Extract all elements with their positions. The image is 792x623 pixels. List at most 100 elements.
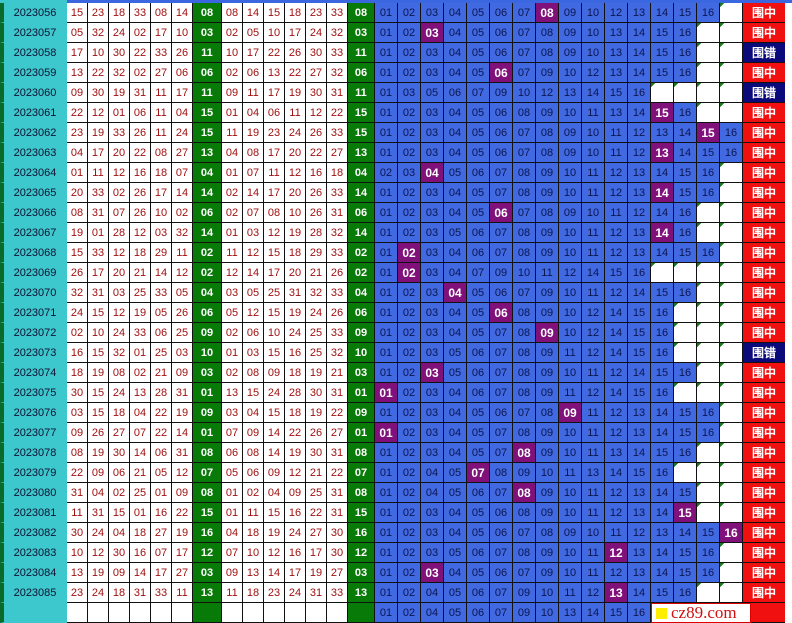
draw-number: 20: [109, 143, 130, 163]
draw-number: 06: [130, 103, 151, 123]
row-spacer: [785, 323, 792, 343]
pool-number: 05: [467, 3, 490, 23]
draw-number: 20: [109, 263, 130, 283]
pool-number: 10: [536, 463, 559, 483]
special-number: 04: [193, 283, 222, 303]
pool-number: 01: [375, 3, 398, 23]
row-spacer: [785, 363, 792, 383]
sorted-number: 33: [327, 323, 348, 343]
special-number: 08: [193, 443, 222, 463]
draw-number: 33: [88, 183, 109, 203]
row-spacer: [785, 83, 792, 103]
sorted-number: 15: [264, 343, 285, 363]
draw-number: 31: [172, 443, 193, 463]
pool-number: 13: [582, 463, 605, 483]
pool-number: 02: [398, 523, 421, 543]
pool-number: 12: [605, 483, 628, 503]
pool-empty-cell: [697, 483, 720, 503]
pool-number: 15: [674, 483, 697, 503]
draw-number: 24: [88, 583, 109, 603]
draw-number: 17: [172, 543, 193, 563]
pool-number: 09: [536, 483, 559, 503]
pool-number: 11: [582, 563, 605, 583]
draw-number: 15: [88, 303, 109, 323]
pool-number: 02: [375, 163, 398, 183]
pool-number: 06: [490, 23, 513, 43]
pool-number: 15: [628, 463, 651, 483]
special-number-repeat: 07: [348, 463, 375, 483]
pool-number: 15: [674, 3, 697, 23]
pool-number: 14: [605, 343, 628, 363]
pool-number: 03: [421, 43, 444, 63]
pool-number: 04: [444, 503, 467, 523]
pool-number: 01: [375, 203, 398, 223]
draw-number: 08: [67, 203, 88, 223]
pool-empty-cell: [674, 83, 697, 103]
pool-number: 12: [628, 203, 651, 223]
sorted-number: 33: [327, 43, 348, 63]
issue-number: 2023070: [0, 283, 67, 303]
pool-number: 04: [444, 243, 467, 263]
draw-number: 14: [172, 183, 193, 203]
pool-number: 15: [674, 423, 697, 443]
pool-number: 01: [375, 503, 398, 523]
row-spacer: [785, 483, 792, 503]
sorted-number: 27: [327, 423, 348, 443]
sorted-number: 22: [327, 103, 348, 123]
site-logo[interactable]: cz89.com: [651, 603, 751, 623]
draw-number: 22: [67, 103, 88, 123]
pool-number-hit: 15: [697, 123, 720, 143]
issue-number: 2023081: [0, 503, 67, 523]
pool-number: 02: [398, 143, 421, 163]
pool-number: 07: [467, 83, 490, 103]
draw-number: 30: [67, 523, 88, 543]
special-number-repeat: 06: [348, 303, 375, 323]
pool-number: 14: [651, 423, 674, 443]
result-badge: 围中: [743, 583, 785, 603]
pool-number: 15: [605, 83, 628, 103]
draw-number: 05: [67, 23, 88, 43]
sorted-number: 28: [306, 223, 327, 243]
pool-number: 02: [398, 223, 421, 243]
row-spacer: [785, 3, 792, 23]
pool-number: 01: [375, 143, 398, 163]
row-spacer: [785, 603, 792, 623]
draw-number: 16: [130, 163, 151, 183]
draw-number: 33: [130, 3, 151, 23]
result-badge: 围中: [743, 163, 785, 183]
issue-number: 2023065: [0, 183, 67, 203]
draw-number: 14: [130, 563, 151, 583]
pool-number: 05: [467, 143, 490, 163]
result-badge: 围错: [743, 343, 785, 363]
pool-number: 08: [513, 243, 536, 263]
pool-number: 16: [651, 343, 674, 363]
row-spacer: [785, 223, 792, 243]
draw-number: 22: [151, 403, 172, 423]
pool-number: 06: [490, 283, 513, 303]
table-row: 2023062 23 19 33 26 11 24 15 11 19 23 24 26 33 15 01 02 0…: [0, 123, 792, 143]
draw-number: 26: [130, 203, 151, 223]
draw-number: 17: [151, 563, 172, 583]
sorted-number: 08: [243, 443, 264, 463]
sorted-number: 03: [243, 343, 264, 363]
special-number-repeat: 08: [348, 443, 375, 463]
pool-empty-cell: [720, 63, 743, 83]
pool-number: 08: [490, 463, 513, 483]
pool-number: 03: [421, 183, 444, 203]
pool-number: 14: [651, 163, 674, 183]
draw-number: 19: [67, 223, 88, 243]
draw-number: 22: [151, 423, 172, 443]
pool-number-hit: 13: [605, 583, 628, 603]
pool-number: 05: [467, 303, 490, 323]
pool-number: 08: [536, 123, 559, 143]
pool-number: 15: [674, 243, 697, 263]
draw-number: 19: [172, 403, 193, 423]
pool-number: 16: [674, 103, 697, 123]
draw-number: [109, 603, 130, 623]
row-spacer: [785, 263, 792, 283]
special-number: 08: [193, 483, 222, 503]
pool-number: 11: [582, 423, 605, 443]
special-number-repeat: 08: [348, 3, 375, 23]
pool-number: 10: [559, 63, 582, 83]
draw-number: 13: [67, 63, 88, 83]
